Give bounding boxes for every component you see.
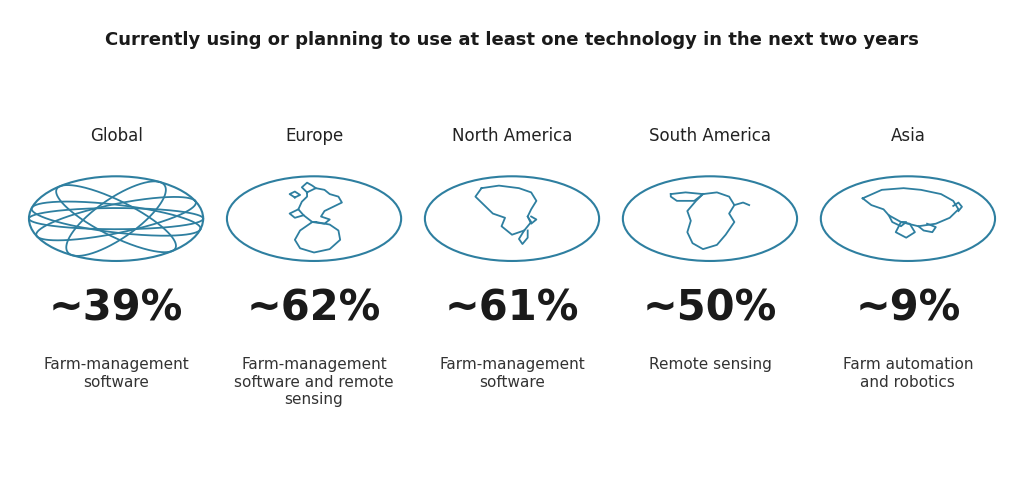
Text: ~9%: ~9% [855,288,961,330]
Text: Remote sensing: Remote sensing [648,357,771,372]
Text: ~50%: ~50% [643,288,777,330]
Text: ~62%: ~62% [247,288,381,330]
Text: South America: South America [649,127,771,145]
Text: Farm-management
software and remote
sensing: Farm-management software and remote sens… [234,357,394,407]
Text: North America: North America [452,127,572,145]
Text: Europe: Europe [285,127,343,145]
Text: ~39%: ~39% [49,288,183,330]
Text: Farm-management
software: Farm-management software [439,357,585,390]
Text: Asia: Asia [891,127,926,145]
Text: ~61%: ~61% [444,288,580,330]
Text: Farm-management
software: Farm-management software [43,357,189,390]
Text: Farm automation
and robotics: Farm automation and robotics [843,357,973,390]
Text: Global: Global [90,127,142,145]
Text: Currently using or planning to use at least one technology in the next two years: Currently using or planning to use at le… [105,31,919,49]
